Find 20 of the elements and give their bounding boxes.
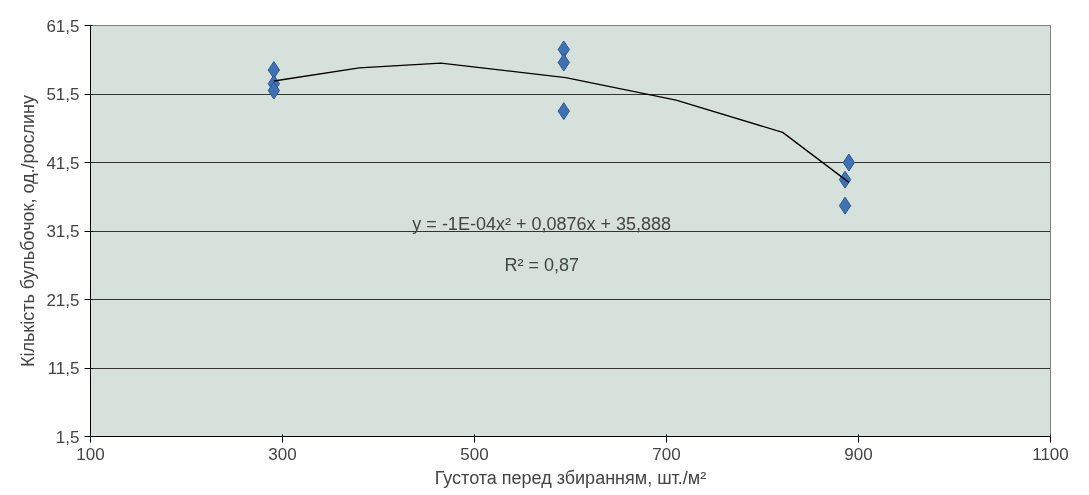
point	[838, 196, 852, 215]
point	[842, 153, 856, 172]
x-axis-title: Густота перед збиранням, шт./м²	[434, 467, 707, 488]
x-tick-label: 700	[652, 444, 681, 464]
x-tick-label: 500	[460, 444, 489, 464]
y-tick-label: 31,5	[46, 222, 80, 241]
x-tick-label: 900	[844, 444, 873, 464]
y-tick-label: 41,5	[46, 153, 80, 173]
annotation: R² = 0,87	[504, 255, 579, 276]
x-tick-label: 1100	[1032, 444, 1069, 464]
point	[267, 81, 281, 100]
y-tick-label: 11,5	[47, 359, 80, 378]
y-axis-title: Кількість бульбочок, од./рослину	[18, 94, 39, 368]
y-tick-label: 21,5	[46, 290, 80, 310]
x-tick-label: 300	[268, 444, 297, 464]
x-tick-label: 100	[76, 444, 105, 464]
y-tick-label: 61,5	[46, 16, 80, 36]
y-tick-label: 51,5	[46, 85, 80, 104]
y-tick-label: 1,5	[55, 427, 80, 447]
annotation: y = -1E-04x² + 0,0876x + 35,888	[412, 214, 672, 235]
